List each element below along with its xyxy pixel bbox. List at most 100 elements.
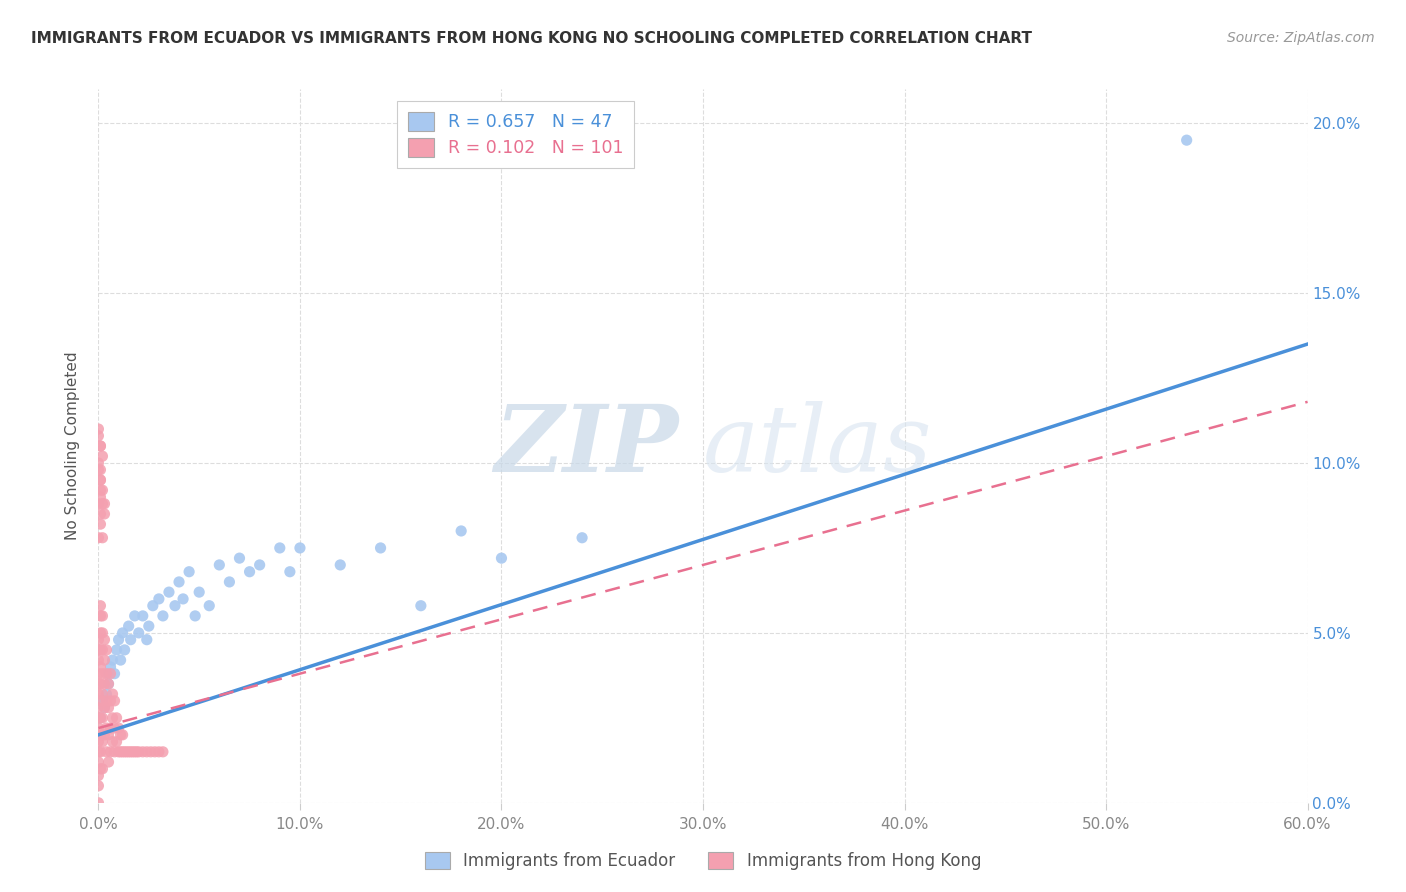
Point xyxy=(167,574,190,589)
Point xyxy=(93,507,115,521)
Point xyxy=(101,653,124,667)
Point xyxy=(97,677,120,691)
Point xyxy=(89,473,111,487)
Point xyxy=(93,497,115,511)
Point xyxy=(89,507,111,521)
Point xyxy=(100,666,122,681)
Point xyxy=(87,779,110,793)
Point xyxy=(96,687,118,701)
Point xyxy=(100,745,122,759)
Y-axis label: No Schooling Completed: No Schooling Completed xyxy=(65,351,80,541)
Point xyxy=(87,677,110,691)
Point xyxy=(89,463,111,477)
Point xyxy=(172,591,194,606)
Point xyxy=(89,711,111,725)
Point xyxy=(128,626,150,640)
Point xyxy=(114,745,136,759)
Text: IMMIGRANTS FROM ECUADOR VS IMMIGRANTS FROM HONG KONG NO SCHOOLING COMPLETED CORR: IMMIGRANTS FROM ECUADOR VS IMMIGRANTS FR… xyxy=(31,31,1032,46)
Point xyxy=(107,632,129,647)
Point xyxy=(91,687,114,701)
Point xyxy=(111,745,134,759)
Point xyxy=(87,422,110,436)
Text: Source: ZipAtlas.com: Source: ZipAtlas.com xyxy=(1227,31,1375,45)
Point xyxy=(121,745,143,759)
Point xyxy=(89,694,111,708)
Point xyxy=(107,745,129,759)
Point xyxy=(124,745,146,759)
Point xyxy=(111,626,134,640)
Point xyxy=(89,608,111,623)
Point xyxy=(93,728,115,742)
Point xyxy=(114,643,136,657)
Point xyxy=(89,599,111,613)
Point xyxy=(184,608,207,623)
Point xyxy=(89,439,111,453)
Point xyxy=(91,449,114,463)
Point xyxy=(87,796,110,810)
Point xyxy=(87,755,110,769)
Point xyxy=(97,755,120,769)
Point xyxy=(135,745,157,759)
Point xyxy=(179,565,201,579)
Point xyxy=(103,721,125,735)
Point xyxy=(91,734,114,748)
Point xyxy=(91,483,114,498)
Point xyxy=(152,608,174,623)
Point xyxy=(87,632,110,647)
Point xyxy=(97,728,120,742)
Point xyxy=(208,558,231,572)
Point xyxy=(105,734,128,748)
Point xyxy=(93,700,115,714)
Point xyxy=(409,599,432,613)
Point xyxy=(124,608,146,623)
Point xyxy=(89,517,111,532)
Legend: R = 0.657   N = 47, R = 0.102   N = 101: R = 0.657 N = 47, R = 0.102 N = 101 xyxy=(398,102,634,168)
Point xyxy=(96,721,118,735)
Point xyxy=(96,666,118,681)
Point xyxy=(198,599,221,613)
Point xyxy=(87,531,110,545)
Point xyxy=(89,439,111,453)
Point xyxy=(239,565,262,579)
Point xyxy=(163,599,186,613)
Point xyxy=(91,694,114,708)
Point xyxy=(89,660,111,674)
Point xyxy=(91,762,114,776)
Point xyxy=(87,429,110,443)
Point xyxy=(288,541,311,555)
Point xyxy=(103,694,125,708)
Point xyxy=(91,608,114,623)
Point xyxy=(91,497,114,511)
Point xyxy=(89,728,111,742)
Point xyxy=(105,711,128,725)
Point xyxy=(218,574,240,589)
Point xyxy=(101,711,124,725)
Point xyxy=(107,721,129,735)
Point xyxy=(89,473,111,487)
Point xyxy=(87,711,110,725)
Point xyxy=(100,694,122,708)
Point xyxy=(120,745,142,759)
Point xyxy=(370,541,392,555)
Point xyxy=(91,666,114,681)
Point xyxy=(148,591,170,606)
Point xyxy=(128,745,150,759)
Point xyxy=(87,463,110,477)
Point xyxy=(96,745,118,759)
Text: atlas: atlas xyxy=(703,401,932,491)
Legend: Immigrants from Ecuador, Immigrants from Hong Kong: Immigrants from Ecuador, Immigrants from… xyxy=(418,845,988,877)
Point xyxy=(450,524,472,538)
Point xyxy=(89,490,111,504)
Point xyxy=(118,745,141,759)
Point xyxy=(87,721,110,735)
Point xyxy=(100,660,122,674)
Point xyxy=(91,711,114,725)
Point xyxy=(96,643,118,657)
Point xyxy=(87,666,110,681)
Point xyxy=(89,483,111,498)
Point xyxy=(87,700,110,714)
Point xyxy=(93,700,115,714)
Point xyxy=(110,745,132,759)
Point xyxy=(97,666,120,681)
Point xyxy=(148,745,170,759)
